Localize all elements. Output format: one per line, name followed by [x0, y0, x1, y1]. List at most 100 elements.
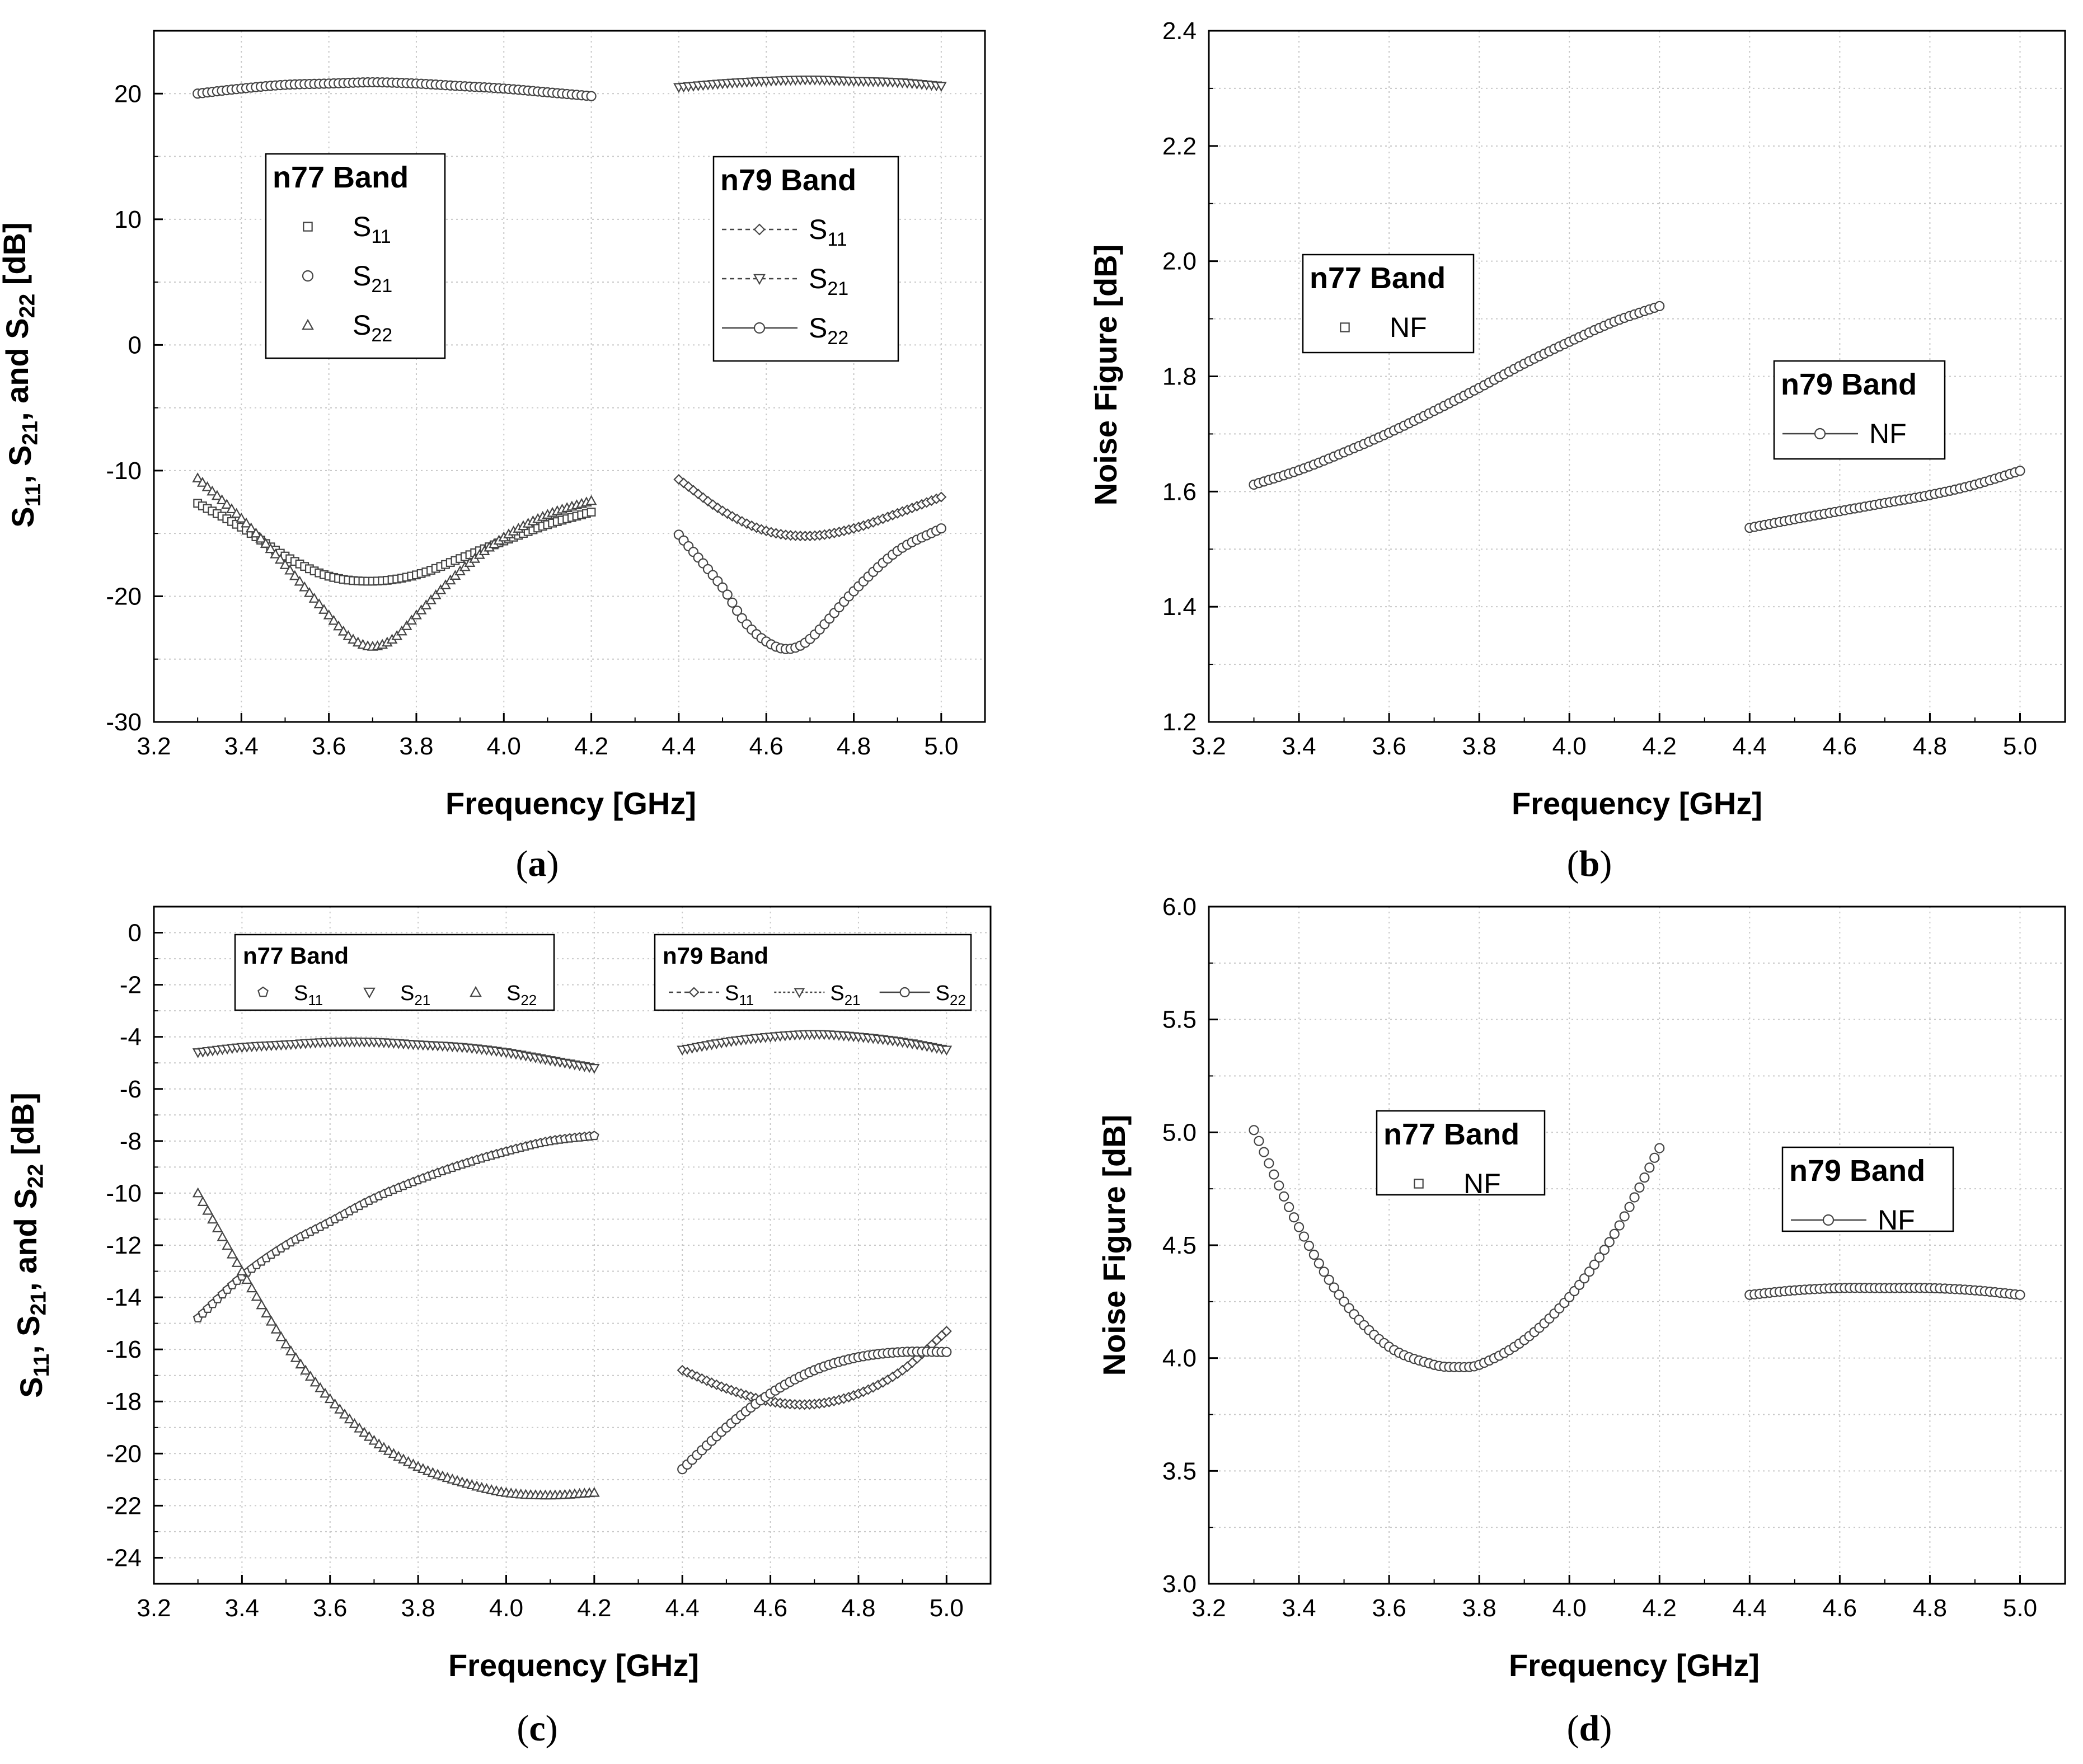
- data-point: [294, 575, 306, 586]
- legend-entry-label-sub: 21: [371, 275, 392, 297]
- caption-paren-close: ): [546, 1708, 558, 1749]
- x-tick-label: 4.4: [665, 1594, 700, 1622]
- y-tick-label: -4: [120, 1024, 142, 1051]
- legend-entry-label-sub: 21: [827, 278, 848, 299]
- data-point: [415, 604, 427, 614]
- data-point: [197, 1196, 209, 1206]
- data-point: [290, 1352, 302, 1362]
- legend-entry-label-main: NF: [1869, 418, 1907, 449]
- data-point: [217, 1231, 228, 1241]
- x-tick-label: 3.2: [137, 733, 171, 760]
- data-point: [222, 1240, 233, 1250]
- series-n79-s21: [677, 1030, 953, 1056]
- x-tick-label: 3.2: [1191, 733, 1226, 760]
- data-point: [1259, 1147, 1269, 1157]
- data-point: [323, 609, 335, 620]
- x-tick-label: 3.4: [1282, 1594, 1316, 1622]
- legend-entry-label-main: S: [809, 214, 827, 245]
- data-point: [304, 1371, 316, 1381]
- series-n77-s21: [193, 77, 597, 101]
- x-tick-label: 4.6: [1823, 733, 1857, 760]
- data-point: [333, 620, 344, 631]
- legend-entry-label-main: S: [294, 982, 308, 1005]
- x-tick-label: 4.0: [1552, 733, 1587, 760]
- legend-title: n77 Band: [1383, 1118, 1519, 1151]
- legend-entry-label-main: NF: [1390, 312, 1427, 343]
- y-tick-label: -30: [106, 709, 142, 736]
- data-point: [207, 1213, 218, 1224]
- data-point: [300, 1364, 311, 1375]
- data-point: [284, 564, 296, 575]
- data-point: [280, 1338, 292, 1349]
- data-point: [941, 1347, 952, 1357]
- data-point: [1624, 1202, 1635, 1212]
- data-point: [274, 553, 286, 564]
- data-point: [1249, 1125, 1259, 1136]
- data-point: [1629, 1192, 1640, 1203]
- y-tick-label: 2.0: [1162, 248, 1197, 275]
- legend-n79: n79 Band NF: [1781, 1146, 1954, 1236]
- y-tick-label: -10: [106, 457, 142, 485]
- data-point: [1269, 1169, 1279, 1180]
- data-point: [406, 614, 417, 625]
- data-point: [1324, 1274, 1334, 1285]
- legend-marker: [1822, 1214, 1835, 1226]
- series-n77-nf: [1249, 1125, 1665, 1373]
- x-tick-label: 4.6: [1823, 1594, 1857, 1622]
- x-tick-label: 4.2: [1643, 1594, 1677, 1622]
- data-point: [727, 597, 738, 608]
- legend-marker: [257, 986, 269, 997]
- y-tick-label: -20: [106, 1440, 142, 1467]
- y-tick-label: 1.4: [1162, 593, 1197, 621]
- legend-entry-label-sub: 22: [950, 993, 966, 1008]
- data-point: [435, 584, 447, 594]
- legend-entry-label: NF: [1869, 418, 1907, 449]
- legend-entry-label: NF: [1390, 312, 1427, 343]
- data-point: [732, 606, 743, 616]
- y-axis-label: S11, S21, and S22 [dB]: [0, 222, 45, 528]
- legend-entry-label: S21: [400, 982, 430, 1008]
- y-axis-label-part: Noise Figure [dB]: [1096, 1115, 1132, 1376]
- series-n79-s21: [673, 76, 947, 93]
- data-point: [425, 594, 437, 604]
- legend-entry-label: S22: [936, 982, 966, 1008]
- y-axis-label: Noise Figure [dB]: [1096, 1115, 1132, 1376]
- data-point: [1279, 1191, 1289, 1202]
- data-point: [430, 589, 442, 599]
- x-tick-label: 5.0: [2003, 1594, 2037, 1622]
- data-point: [348, 634, 359, 644]
- legend-entry-label-main: NF: [1463, 1168, 1501, 1199]
- y-axis-label-part: , S: [2, 445, 37, 484]
- legend-entry-label-main: S: [353, 260, 371, 292]
- data-point: [1594, 1252, 1605, 1263]
- data-point: [411, 609, 422, 620]
- panel-c-chart: 3.2 3.4 3.6 3.8 4.0 4.2 4.4 4.6 4.8 5.0-24-22-20-…: [5, 906, 992, 1749]
- data-point: [1319, 1266, 1329, 1277]
- data-point: [588, 1486, 600, 1497]
- data-point: [227, 1248, 238, 1259]
- data-point: [265, 543, 276, 553]
- data-point: [359, 1427, 370, 1437]
- legend-entry-label-sub: 11: [827, 229, 847, 250]
- data-point: [941, 1326, 952, 1337]
- y-axis-label-part: 11: [30, 1354, 54, 1377]
- y-tick-label: 2.4: [1162, 17, 1197, 45]
- caption-paren-open: (: [1567, 843, 1579, 884]
- data-point: [304, 587, 315, 597]
- data-point: [315, 1382, 326, 1392]
- x-tick-label: 3.8: [399, 733, 433, 760]
- data-point: [334, 1403, 346, 1414]
- y-tick-label: -6: [120, 1076, 142, 1103]
- series-n79-nf: [1744, 1283, 2025, 1300]
- data-point: [588, 1064, 600, 1074]
- legend-marker: [753, 322, 766, 334]
- legend-entry-label: NF: [1878, 1204, 1915, 1236]
- data-point: [192, 472, 204, 482]
- legend-box: [654, 933, 972, 1011]
- data-point: [1579, 1273, 1590, 1284]
- x-tick-label: 3.4: [225, 1594, 259, 1622]
- legend-box: [1781, 1146, 1954, 1232]
